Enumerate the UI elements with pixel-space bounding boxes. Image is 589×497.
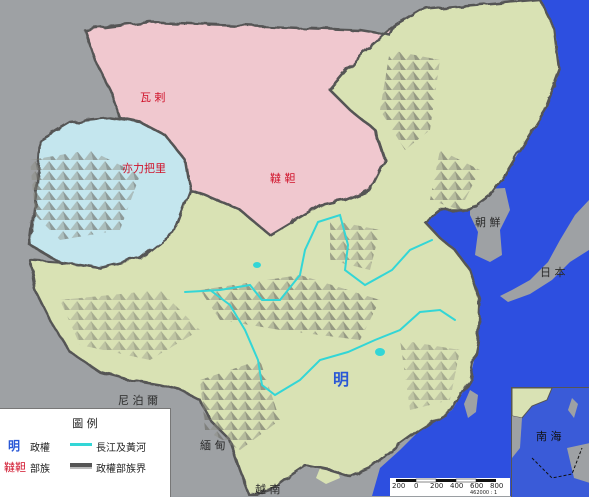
south-sea-inset: 南 海	[511, 387, 589, 497]
taiwan-land	[464, 390, 478, 418]
yangtze-river	[209, 289, 456, 397]
rivers	[184, 213, 456, 397]
label-wala: 瓦 剌	[140, 91, 166, 104]
lake-qinghai	[253, 262, 261, 268]
label-south-sea: 南 海	[536, 430, 562, 443]
label-vietnam: 越 南	[255, 483, 281, 496]
mountain-ranges	[30, 50, 480, 450]
scale-tick-1: 0	[414, 482, 419, 490]
legend-regime-symbol: 明	[8, 439, 21, 453]
scale-tick-3: 400	[450, 482, 464, 490]
label-tatar: 韃 靼	[270, 172, 296, 185]
japan-land	[500, 200, 589, 302]
lake-poyang	[375, 348, 385, 356]
label-korea: 朝 鮮	[475, 216, 501, 229]
scale-bar-graphic	[396, 478, 496, 483]
legend-tribe-label: 部族	[30, 464, 50, 475]
scale-tick-4: 600	[470, 482, 484, 490]
yellow-river	[184, 213, 433, 301]
label-burma: 緬 甸	[200, 439, 226, 452]
legend-border-label: 政權部族界	[96, 464, 146, 475]
scale-tick-2: 200	[430, 482, 444, 490]
label-chilibali: 亦力把里	[122, 162, 166, 175]
inset-map	[512, 388, 589, 483]
legend-tribe-symbol: 韃靼	[4, 461, 26, 474]
korea-land	[470, 188, 510, 262]
label-nepal: 尼 泊 爾	[118, 394, 158, 407]
legend-border-swatch	[70, 463, 92, 469]
label-ming: 明	[333, 370, 350, 389]
label-japan: 日 本	[540, 266, 566, 279]
legend-title: 圖 例	[72, 417, 98, 430]
scale-tick-5: 800	[490, 482, 504, 490]
legend-box: 圖 例 明 政權 韃靼 部族 長江及黃河 政權部族界	[0, 408, 171, 497]
scale-ratio: 462000 : 1	[470, 490, 498, 496]
scale-bar: 200 0 200 400 600 800 462000 : 1	[390, 478, 510, 496]
scale-tick-0: 200	[392, 482, 406, 490]
legend-river-swatch	[70, 443, 92, 446]
legend-river-label: 長江及黃河	[96, 443, 146, 454]
legend-regime-label: 政權	[30, 443, 50, 454]
